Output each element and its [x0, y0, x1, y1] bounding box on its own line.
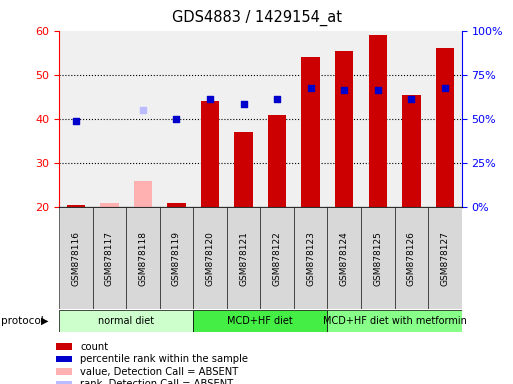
Bar [160, 207, 193, 309]
Point [407, 96, 416, 102]
Text: value, Detection Call = ABSENT: value, Detection Call = ABSENT [81, 366, 239, 377]
Bar [134, 181, 152, 207]
Bar [294, 207, 327, 309]
Point [307, 85, 315, 91]
Text: GSM878122: GSM878122 [272, 231, 282, 286]
Text: GSM878125: GSM878125 [373, 231, 382, 286]
Text: count: count [81, 341, 109, 352]
Point [72, 118, 80, 124]
Text: GSM878126: GSM878126 [407, 231, 416, 286]
Bar [234, 132, 253, 207]
Bar [394, 207, 428, 309]
Bar [260, 207, 294, 309]
Text: GSM878118: GSM878118 [139, 231, 147, 286]
Bar [59, 207, 92, 309]
Bar [92, 207, 126, 309]
Bar [67, 205, 85, 207]
Bar [56, 381, 72, 384]
Bar [126, 207, 160, 309]
Text: GSM878121: GSM878121 [239, 231, 248, 286]
Point [240, 101, 248, 107]
Bar [56, 343, 72, 350]
Text: GSM878123: GSM878123 [306, 231, 315, 286]
Bar [201, 101, 219, 207]
Point [206, 96, 214, 102]
Bar [227, 207, 260, 309]
Point [273, 96, 281, 102]
Bar [436, 48, 454, 207]
Bar [56, 368, 72, 375]
Text: GDS4883 / 1429154_at: GDS4883 / 1429154_at [171, 10, 342, 26]
Text: GSM878116: GSM878116 [71, 231, 80, 286]
Text: GSM878119: GSM878119 [172, 231, 181, 286]
Bar [335, 51, 353, 207]
Bar [193, 310, 327, 332]
Bar [167, 203, 186, 207]
Bar [361, 207, 394, 309]
Text: normal diet: normal diet [98, 316, 154, 326]
Bar [193, 207, 227, 309]
Bar [59, 310, 193, 332]
Bar [100, 203, 119, 207]
Point [139, 107, 147, 113]
Text: MCD+HF diet with metformin: MCD+HF diet with metformin [323, 316, 466, 326]
Bar [428, 207, 462, 309]
Point [340, 87, 348, 93]
Bar [302, 57, 320, 207]
Text: percentile rank within the sample: percentile rank within the sample [81, 354, 248, 364]
Text: GSM878124: GSM878124 [340, 231, 349, 286]
Bar [268, 114, 286, 207]
Point [373, 87, 382, 93]
Bar [402, 95, 421, 207]
Bar [368, 35, 387, 207]
Bar [327, 310, 462, 332]
Text: protocol: protocol [1, 316, 43, 326]
Text: GSM878127: GSM878127 [441, 231, 449, 286]
Text: GSM878120: GSM878120 [206, 231, 214, 286]
Bar [56, 356, 72, 362]
Text: ▶: ▶ [42, 316, 49, 326]
Text: MCD+HF diet: MCD+HF diet [227, 316, 293, 326]
Point [172, 116, 181, 122]
Bar [327, 207, 361, 309]
Text: GSM878117: GSM878117 [105, 231, 114, 286]
Point [441, 85, 449, 91]
Text: rank, Detection Call = ABSENT: rank, Detection Call = ABSENT [81, 379, 233, 384]
